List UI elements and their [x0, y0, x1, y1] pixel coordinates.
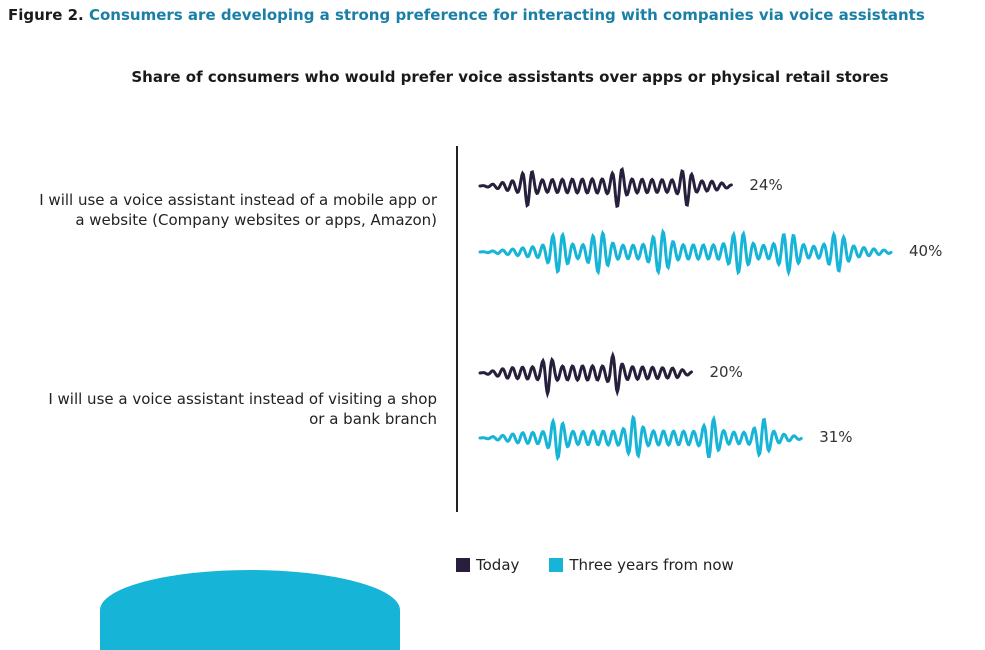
legend-label-three-years: Three years from now [569, 556, 734, 574]
value-label-three-years-app-website: 40% [909, 242, 943, 260]
wave-bar-three-years-app-website [478, 228, 893, 277]
category-label-shop-branch: I will use a voice assistant instead of … [48, 389, 437, 429]
wave-bars [478, 166, 893, 462]
category-label-line: I will use a voice assistant instead of … [39, 191, 437, 209]
legend-label-today: Today [476, 556, 520, 574]
figure-title: Figure 2. Consumers are developing a str… [8, 6, 925, 24]
legend-swatch-today [456, 558, 470, 572]
category-axis-line [456, 146, 458, 512]
legend-item-three-years: Three years from now [549, 556, 734, 574]
category-label-line: a website (Company websites or apps, Ama… [75, 211, 437, 229]
decorative-arc [100, 570, 400, 650]
wave-bar-today-shop-branch [478, 351, 693, 399]
category-label-line: or a bank branch [309, 410, 437, 428]
legend: Today Three years from now [456, 556, 764, 574]
value-label-today-app-website: 24% [749, 176, 783, 194]
value-label-three-years-shop-branch: 31% [819, 428, 853, 446]
value-label-today-shop-branch: 20% [709, 363, 743, 381]
legend-swatch-three-years [549, 558, 564, 572]
wave-bar-three-years-shop-branch [478, 414, 803, 462]
figure-number: Figure 2. [8, 6, 84, 24]
category-label-app-website: I will use a voice assistant instead of … [39, 190, 437, 230]
figure-title-text: Consumers are developing a strong prefer… [88, 6, 925, 24]
category-label-line: I will use a voice assistant instead of … [48, 390, 437, 408]
wave-bar-today-app-website [478, 166, 733, 209]
chart-title: Share of consumers who would prefer voic… [131, 68, 889, 86]
legend-item-today: Today [456, 556, 519, 574]
